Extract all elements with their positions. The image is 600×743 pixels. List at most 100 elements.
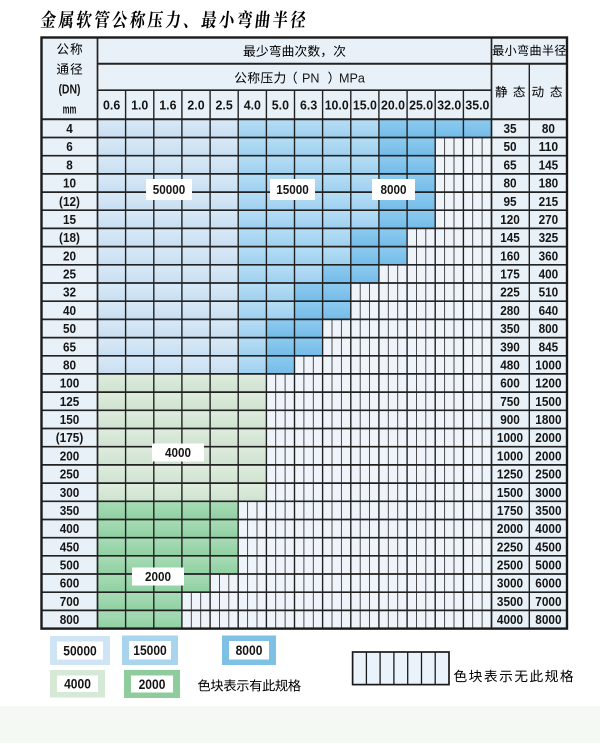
svg-text:15.0: 15.0 [353,98,377,113]
svg-text:4500: 4500 [535,539,561,554]
svg-text:35.0: 35.0 [465,98,489,113]
svg-text:300: 300 [60,485,80,500]
svg-text:mm: mm [63,102,77,117]
svg-text:2500: 2500 [497,558,523,573]
svg-text:80: 80 [503,176,516,191]
svg-text:15: 15 [63,212,76,227]
svg-text:2000: 2000 [139,677,166,692]
svg-text:6000: 6000 [535,576,561,591]
svg-text:6.3: 6.3 [300,98,317,113]
svg-text:32.0: 32.0 [437,98,461,113]
svg-text:120: 120 [500,212,520,227]
svg-text:50: 50 [63,321,76,336]
svg-text:10: 10 [63,176,76,191]
svg-text:700: 700 [60,594,80,609]
svg-text:350: 350 [60,503,80,518]
svg-text:270: 270 [539,212,559,227]
svg-text:4.0: 4.0 [244,98,261,113]
svg-text:480: 480 [500,358,520,373]
svg-text:500: 500 [60,558,80,573]
svg-text:450: 450 [60,539,80,554]
svg-text:280: 280 [500,303,520,318]
svg-text:8000: 8000 [236,643,263,658]
svg-text:1500: 1500 [535,394,561,409]
svg-text:50000: 50000 [63,643,97,658]
svg-text:1200: 1200 [535,376,561,391]
svg-text:50000: 50000 [153,182,186,197]
svg-text:750: 750 [500,394,520,409]
svg-text:65: 65 [503,157,516,172]
svg-text:50: 50 [503,139,516,154]
svg-text:32: 32 [63,285,76,300]
svg-text:3500: 3500 [497,594,523,609]
svg-text:2000: 2000 [497,521,523,536]
svg-text:8000: 8000 [535,612,561,627]
svg-text:80: 80 [63,358,76,373]
svg-text:2000: 2000 [535,448,561,463]
svg-text:150: 150 [60,412,80,427]
svg-text:20.0: 20.0 [381,98,405,113]
svg-text:4000: 4000 [165,445,191,460]
svg-text:2.0: 2.0 [187,98,204,113]
svg-text:8000: 8000 [381,182,407,197]
svg-text:4000: 4000 [535,521,561,536]
svg-text:390: 390 [500,339,520,354]
svg-text:800: 800 [539,321,559,336]
svg-text:145: 145 [539,157,559,172]
svg-text:4: 4 [66,121,73,136]
svg-text:600: 600 [60,576,80,591]
svg-text:2000: 2000 [145,569,171,584]
svg-text:125: 125 [60,394,80,409]
svg-text:1.6: 1.6 [159,98,176,113]
svg-text:3000: 3000 [535,485,561,500]
svg-text:(12): (12) [59,194,80,209]
svg-text:160: 160 [500,248,520,263]
svg-text:95: 95 [503,194,516,209]
svg-text:2250: 2250 [497,539,523,554]
svg-text:250: 250 [60,467,80,482]
svg-text:10.0: 10.0 [325,98,349,113]
svg-text:25.0: 25.0 [409,98,433,113]
svg-text:3500: 3500 [535,503,561,518]
svg-text:900: 900 [500,412,520,427]
svg-text:180: 180 [539,176,559,191]
svg-text:7000: 7000 [535,594,561,609]
svg-text:PN: PN [302,71,320,85]
svg-text:200: 200 [60,448,80,463]
svg-text:1500: 1500 [497,485,523,500]
svg-text:3000: 3000 [497,576,523,591]
svg-text:1750: 1750 [497,503,523,518]
svg-text:2500: 2500 [535,467,561,482]
svg-text:8: 8 [66,157,73,172]
svg-text:100: 100 [60,376,80,391]
svg-text:325: 325 [539,230,559,245]
svg-text:4000: 4000 [497,612,523,627]
svg-text:1250: 1250 [497,467,523,482]
svg-text:6: 6 [66,139,73,154]
svg-text:215: 215 [539,194,559,209]
svg-text:110: 110 [539,139,559,154]
svg-text:1800: 1800 [535,412,561,427]
svg-text:5.0: 5.0 [272,98,289,113]
svg-text:(DN): (DN) [58,82,80,97]
svg-text:65: 65 [63,339,76,354]
svg-text:35: 35 [503,121,516,136]
svg-text:640: 640 [539,303,559,318]
svg-text:1000: 1000 [535,358,561,373]
svg-text:0.6: 0.6 [103,98,120,113]
svg-text:25: 25 [63,267,76,282]
svg-text:2000: 2000 [535,430,561,445]
svg-text:1000: 1000 [497,430,523,445]
svg-text:1.0: 1.0 [131,98,148,113]
svg-text:145: 145 [500,230,520,245]
svg-text:40: 40 [63,303,76,318]
svg-text:600: 600 [500,376,520,391]
svg-text:MPa: MPa [339,71,365,85]
svg-text:360: 360 [539,248,559,263]
svg-text:2.5: 2.5 [216,98,233,113]
svg-text:80: 80 [542,121,555,136]
svg-text:175: 175 [500,267,520,282]
svg-text:845: 845 [539,339,559,354]
svg-text:225: 225 [500,285,520,300]
svg-text:(18): (18) [59,230,80,245]
